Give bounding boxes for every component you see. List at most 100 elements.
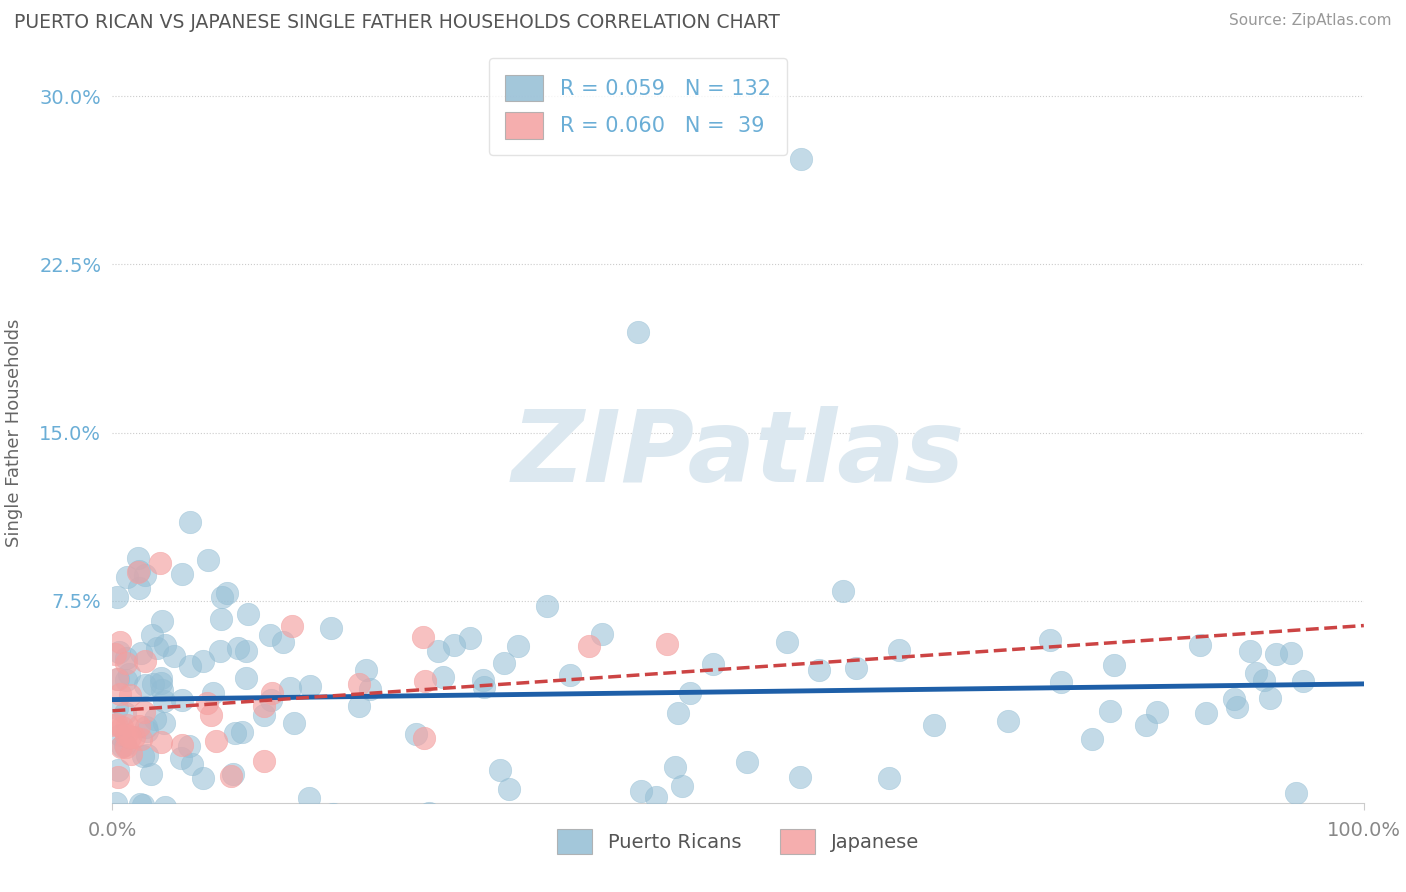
Point xyxy=(103,718,125,732)
Text: PUERTO RICAN VS JAPANESE SINGLE FATHER HOUSEHOLDS CORRELATION CHART: PUERTO RICAN VS JAPANESE SINGLE FATHER H… xyxy=(14,13,780,32)
Point xyxy=(297,790,319,805)
Point xyxy=(181,757,204,772)
Point xyxy=(412,630,434,644)
Point xyxy=(260,686,283,700)
Point xyxy=(118,813,141,827)
Point xyxy=(253,698,276,713)
Point xyxy=(127,565,149,579)
Point xyxy=(136,747,159,762)
Point xyxy=(155,638,177,652)
Point xyxy=(152,683,174,698)
Point xyxy=(1050,675,1073,690)
Point xyxy=(789,770,811,784)
Point xyxy=(845,661,868,675)
Point xyxy=(671,779,693,793)
Point xyxy=(630,784,652,798)
Point xyxy=(426,644,449,658)
Point xyxy=(347,698,370,713)
Point xyxy=(132,798,155,813)
Y-axis label: Single Father Households: Single Father Households xyxy=(4,318,22,547)
Point xyxy=(114,738,136,752)
Point xyxy=(494,656,516,670)
Point xyxy=(179,739,201,753)
Point xyxy=(139,766,162,780)
Point xyxy=(115,570,138,584)
Point xyxy=(211,590,233,604)
Point xyxy=(432,669,454,683)
Point xyxy=(120,747,142,762)
Point xyxy=(281,619,304,633)
Point xyxy=(1135,718,1157,732)
Point xyxy=(110,740,132,755)
Point xyxy=(1244,666,1267,681)
Point xyxy=(1226,699,1249,714)
Point xyxy=(578,639,600,653)
Point xyxy=(163,649,186,664)
Point xyxy=(191,771,214,785)
Point xyxy=(506,639,529,653)
Point xyxy=(443,638,465,652)
Point xyxy=(107,672,129,686)
Point xyxy=(105,672,128,686)
Point xyxy=(238,607,260,621)
Point xyxy=(104,796,127,810)
Point xyxy=(536,599,558,614)
Point xyxy=(664,760,686,774)
Point xyxy=(354,663,377,677)
Point xyxy=(1279,646,1302,660)
Point xyxy=(105,590,128,604)
Point xyxy=(107,645,129,659)
Point xyxy=(129,732,152,747)
Point xyxy=(997,714,1019,729)
Point xyxy=(1258,690,1281,705)
Point xyxy=(322,807,344,822)
Point xyxy=(179,516,201,530)
Point xyxy=(209,612,232,626)
Point xyxy=(120,730,142,744)
Point xyxy=(889,642,911,657)
Point xyxy=(1080,731,1102,746)
Point xyxy=(922,718,945,732)
Point xyxy=(1265,647,1288,661)
Point xyxy=(118,666,141,681)
Text: ZIPatlas: ZIPatlas xyxy=(512,407,965,503)
Point xyxy=(132,705,155,719)
Point xyxy=(136,723,159,738)
Point xyxy=(107,770,129,784)
Point xyxy=(149,556,172,570)
Point xyxy=(215,586,238,600)
Point xyxy=(776,634,799,648)
Point xyxy=(170,751,193,765)
Point xyxy=(460,631,482,645)
Point xyxy=(349,677,371,691)
Point xyxy=(222,767,245,781)
Point xyxy=(298,679,321,693)
Point xyxy=(191,654,214,668)
Point xyxy=(105,716,128,731)
Point xyxy=(1194,706,1216,721)
Point xyxy=(129,797,152,812)
Point xyxy=(235,643,257,657)
Point xyxy=(143,712,166,726)
Point xyxy=(731,818,754,832)
Point xyxy=(115,651,138,665)
Point xyxy=(200,707,222,722)
Point xyxy=(231,725,253,739)
Point xyxy=(627,325,650,339)
Point xyxy=(149,671,172,685)
Point xyxy=(359,681,381,696)
Point xyxy=(208,644,231,658)
Point xyxy=(153,694,176,708)
Point xyxy=(114,673,136,687)
Point xyxy=(278,681,301,696)
Point xyxy=(235,671,257,685)
Point xyxy=(877,771,900,785)
Point xyxy=(108,635,131,649)
Point xyxy=(1188,638,1211,652)
Point xyxy=(179,658,201,673)
Point xyxy=(128,581,150,595)
Point xyxy=(107,763,129,777)
Point xyxy=(808,663,831,677)
Point xyxy=(128,719,150,733)
Point xyxy=(205,733,228,747)
